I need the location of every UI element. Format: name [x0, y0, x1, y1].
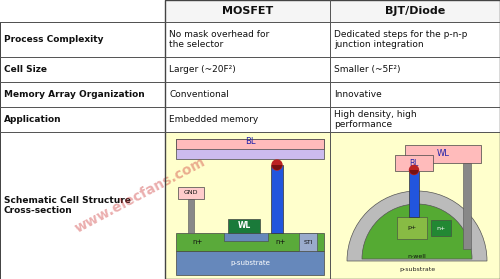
Bar — [463, 163, 471, 249]
Circle shape — [410, 165, 418, 174]
Text: BJT/Diode: BJT/Diode — [385, 6, 445, 16]
Bar — [271, 165, 283, 233]
Bar — [228, 219, 260, 233]
Bar — [165, 107, 330, 132]
Text: MOSFET: MOSFET — [222, 6, 273, 16]
Bar — [176, 139, 324, 159]
PathPatch shape — [224, 233, 268, 241]
Bar — [395, 155, 433, 171]
Text: WL: WL — [436, 150, 450, 158]
Bar — [0, 82, 165, 107]
Text: Dedicated steps for the p-n-p
junction integration: Dedicated steps for the p-n-p junction i… — [334, 30, 468, 49]
Bar — [165, 0, 500, 279]
Text: n+: n+ — [193, 239, 203, 245]
Text: Application: Application — [4, 115, 61, 124]
Text: No mask overhead for
the selector: No mask overhead for the selector — [169, 30, 269, 49]
Text: n+: n+ — [436, 225, 446, 230]
Bar — [299, 233, 317, 251]
Bar — [397, 217, 427, 239]
Bar — [0, 57, 165, 82]
Text: n-well: n-well — [408, 254, 426, 259]
Bar — [165, 0, 330, 22]
Bar — [0, 22, 165, 57]
Circle shape — [272, 160, 282, 170]
Text: Process Complexity: Process Complexity — [4, 35, 103, 44]
Text: Larger (~20F²): Larger (~20F²) — [169, 65, 236, 74]
Bar — [405, 145, 481, 163]
Bar — [431, 220, 451, 236]
Bar — [165, 22, 330, 57]
Text: p-substrate: p-substrate — [230, 260, 270, 266]
Bar — [188, 199, 194, 233]
Bar — [330, 0, 500, 22]
Text: WL: WL — [238, 222, 250, 230]
Wedge shape — [362, 204, 472, 259]
Text: p-substrate: p-substrate — [399, 266, 435, 271]
Text: n+: n+ — [276, 239, 286, 245]
Bar — [409, 171, 419, 217]
Text: BL: BL — [410, 158, 418, 167]
Bar — [0, 132, 165, 279]
Text: Innovative: Innovative — [334, 90, 382, 99]
Text: p+: p+ — [408, 225, 416, 230]
Text: Conventional: Conventional — [169, 90, 229, 99]
Bar — [165, 57, 330, 82]
Bar — [0, 107, 165, 132]
Wedge shape — [272, 165, 282, 170]
Text: High density, high
performance: High density, high performance — [334, 110, 416, 129]
Bar — [165, 82, 330, 107]
Text: GND: GND — [184, 191, 198, 196]
Bar — [330, 57, 500, 82]
Text: Smaller (~5F²): Smaller (~5F²) — [334, 65, 400, 74]
Wedge shape — [410, 170, 418, 174]
Wedge shape — [347, 191, 487, 261]
Text: Schematic Cell Structure
Cross-section: Schematic Cell Structure Cross-section — [4, 196, 131, 215]
Bar — [178, 187, 204, 199]
Text: STI: STI — [303, 239, 313, 244]
Bar — [176, 233, 324, 251]
Text: BL: BL — [245, 136, 256, 146]
Bar — [330, 82, 500, 107]
Text: www.elecfans.com: www.elecfans.com — [72, 155, 208, 235]
Text: Cell Size: Cell Size — [4, 65, 47, 74]
Text: Embedded memory: Embedded memory — [169, 115, 258, 124]
Bar — [330, 107, 500, 132]
Bar — [176, 139, 324, 149]
Bar — [330, 132, 500, 279]
Bar — [330, 22, 500, 57]
Bar — [165, 132, 330, 279]
Text: Memory Array Organization: Memory Array Organization — [4, 90, 145, 99]
Bar — [176, 251, 324, 275]
